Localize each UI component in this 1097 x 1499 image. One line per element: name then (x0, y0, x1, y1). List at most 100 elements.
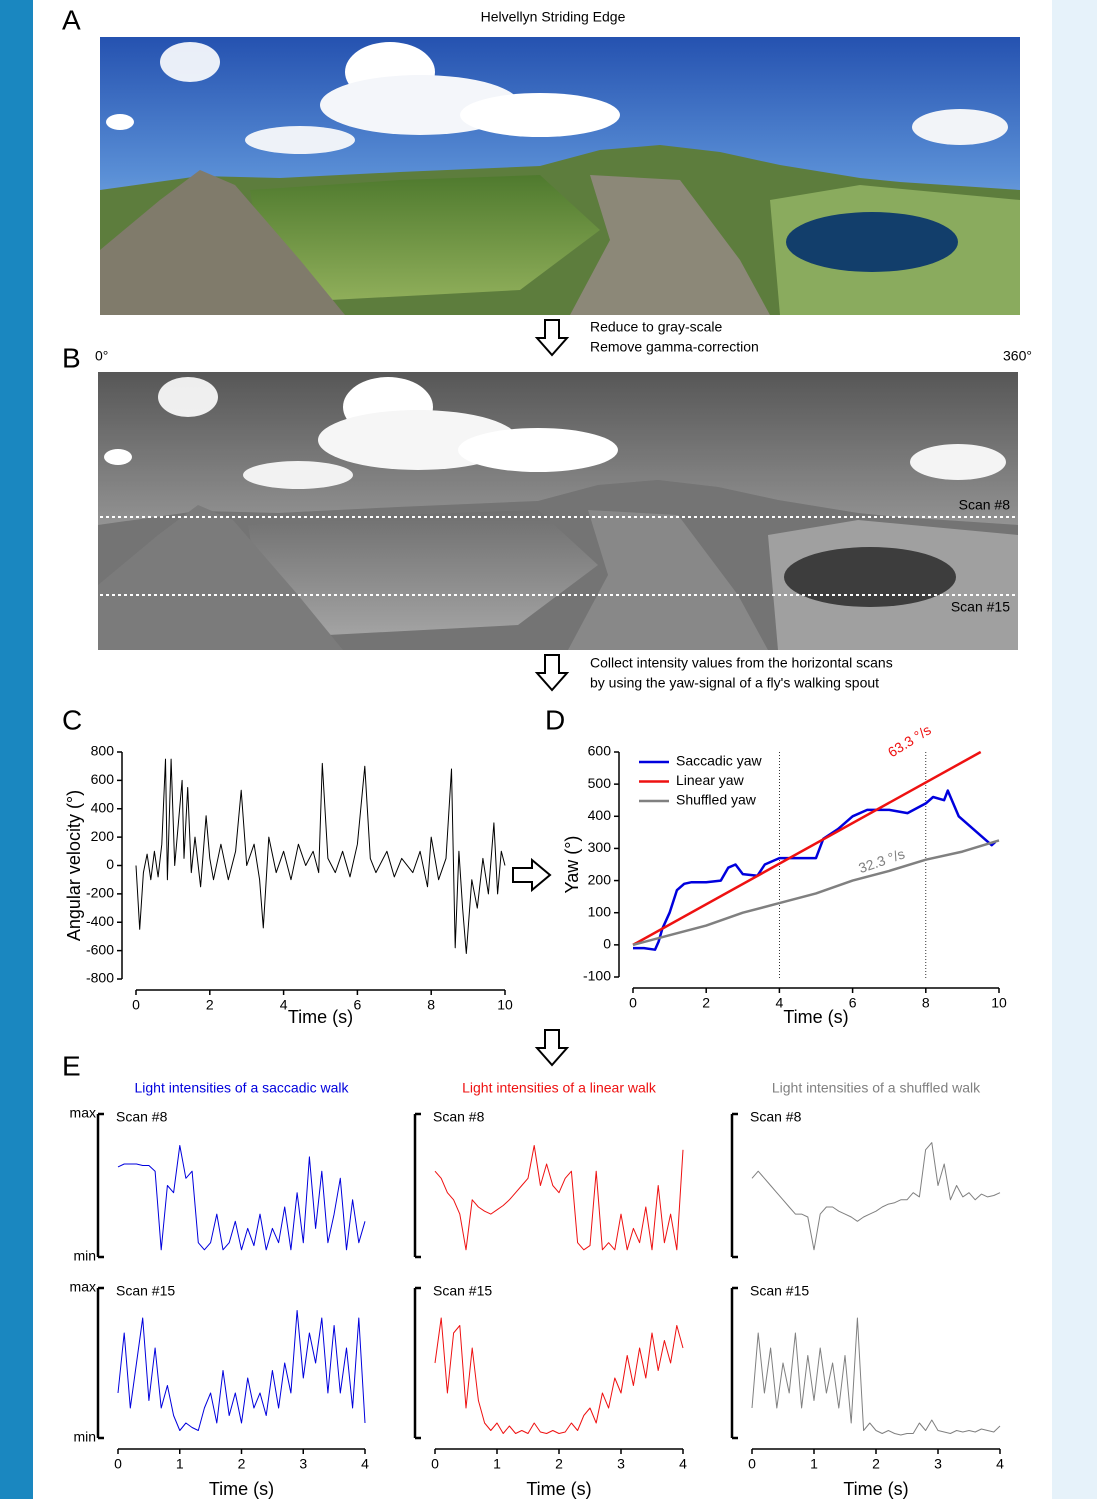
x-axis-label: Time (s) (209, 1479, 274, 1499)
step-text: Collect intensity values from the horizo… (590, 655, 893, 671)
down-arrow (534, 654, 570, 692)
x-tick-label: 8 (922, 995, 930, 1011)
scan-label: Scan #15 (951, 599, 1010, 615)
annotation: 63.3 °/s (885, 721, 934, 760)
x-tick-label: 2 (206, 997, 214, 1013)
legend-label: Saccadic yaw (676, 753, 762, 769)
x-tick-label: 3 (299, 1456, 307, 1472)
x-axis-label: Time (s) (783, 1007, 848, 1027)
y-tick-label: -200 (86, 885, 114, 901)
y-tick-label: min (73, 1248, 96, 1264)
panel-label: D (545, 704, 565, 735)
x-tick-label: 2 (238, 1456, 246, 1472)
x-tick-label: 4 (996, 1456, 1004, 1472)
step-text: Remove gamma-correction (590, 339, 759, 355)
data-line (434, 1145, 684, 1251)
y-tick-label: 400 (588, 807, 612, 823)
y-tick-label: 500 (588, 775, 612, 791)
data-line (633, 789, 997, 951)
x-tick-label: 6 (849, 995, 857, 1011)
data-line (434, 1317, 684, 1434)
x-tick-label: 1 (810, 1456, 818, 1472)
arrows (512, 319, 570, 1067)
x-tick-label: 6 (354, 997, 362, 1013)
scan-label: Scan #8 (433, 1109, 485, 1125)
panel-label: C (62, 704, 82, 735)
photo-title: Helvellyn Striding Edge (481, 9, 626, 25)
photo-gray (98, 372, 1018, 650)
y-tick-label: 0 (106, 856, 114, 872)
scan-label: Scan #8 (959, 497, 1011, 513)
step-text: by using the yaw-signal of a fly's walki… (590, 675, 879, 691)
y-tick-label: max (70, 1105, 96, 1121)
x-tick-label: 3 (934, 1456, 942, 1472)
y-tick-label: 600 (91, 771, 115, 787)
y-axis-label: Yaw (°) (562, 836, 582, 894)
x-tick-label: 4 (361, 1456, 369, 1472)
y-tick-label: 0 (603, 936, 611, 952)
x-axis-label: Time (s) (526, 1479, 591, 1499)
x-tick-label: 0 (114, 1456, 122, 1472)
x-tick-label: 8 (427, 997, 435, 1013)
down-arrow (534, 1029, 570, 1067)
scan-label: Scan #8 (116, 1109, 168, 1125)
legend-label: Shuffled yaw (676, 792, 757, 808)
y-tick-label: 100 (588, 903, 612, 919)
column-title: Light intensities of a linear walk (462, 1080, 657, 1096)
angle-label: 0° (95, 348, 108, 364)
y-tick-label: 800 (91, 743, 115, 759)
x-axis-label: Time (s) (288, 1007, 353, 1027)
x-tick-label: 4 (280, 997, 288, 1013)
panel-label: B (62, 342, 81, 373)
column-title: Light intensities of a shuffled walk (772, 1080, 981, 1096)
x-tick-label: 0 (431, 1456, 439, 1472)
annotation: 32.3 °/s (856, 845, 906, 876)
column-title: Light intensities of a saccadic walk (135, 1080, 350, 1096)
y-tick-label: -800 (86, 970, 114, 986)
y-axis-label: Angular velocity (°) (64, 790, 84, 941)
x-tick-label: 0 (629, 995, 637, 1011)
data-line (117, 1310, 366, 1431)
photo-color (100, 37, 1020, 315)
y-tick-label: -400 (86, 913, 114, 929)
x-tick-label: 2 (702, 995, 710, 1011)
y-tick-label: 200 (588, 871, 612, 887)
scan-label: Scan #8 (750, 1109, 802, 1125)
x-tick-label: 0 (132, 997, 140, 1013)
data-line (135, 758, 506, 954)
x-tick-label: 4 (679, 1456, 687, 1472)
right-arrow (512, 857, 552, 893)
data-line (632, 750, 982, 946)
x-tick-label: 1 (493, 1456, 501, 1472)
scan-label: Scan #15 (750, 1283, 809, 1299)
x-tick-label: 2 (555, 1456, 563, 1472)
y-tick-label: -600 (86, 941, 114, 957)
y-tick-label: 200 (91, 828, 115, 844)
y-tick-label: min (73, 1429, 96, 1445)
x-tick-label: 4 (776, 995, 784, 1011)
angle-label: 360° (1003, 348, 1032, 364)
scan-label: Scan #15 (433, 1283, 492, 1299)
data-line (751, 1317, 1001, 1436)
legend-label: Linear yaw (676, 772, 745, 788)
step-text: Reduce to gray-scale (590, 319, 723, 335)
data-line (117, 1145, 366, 1251)
x-tick-label: 0 (748, 1456, 756, 1472)
x-tick-label: 2 (872, 1456, 880, 1472)
panel-label: E (62, 1050, 81, 1081)
x-tick-label: 10 (991, 995, 1007, 1011)
y-tick-label: max (70, 1279, 96, 1295)
side-panel (1052, 0, 1097, 1499)
down-arrow (534, 319, 570, 357)
x-tick-label: 10 (497, 997, 513, 1013)
y-tick-label: -100 (583, 968, 611, 984)
y-tick-label: 600 (588, 743, 612, 759)
data-line (751, 1142, 1001, 1251)
scan-label: Scan #15 (116, 1283, 175, 1299)
x-tick-label: 3 (617, 1456, 625, 1472)
x-tick-label: 1 (176, 1456, 184, 1472)
x-axis-label: Time (s) (843, 1479, 908, 1499)
data-line (632, 839, 1000, 947)
